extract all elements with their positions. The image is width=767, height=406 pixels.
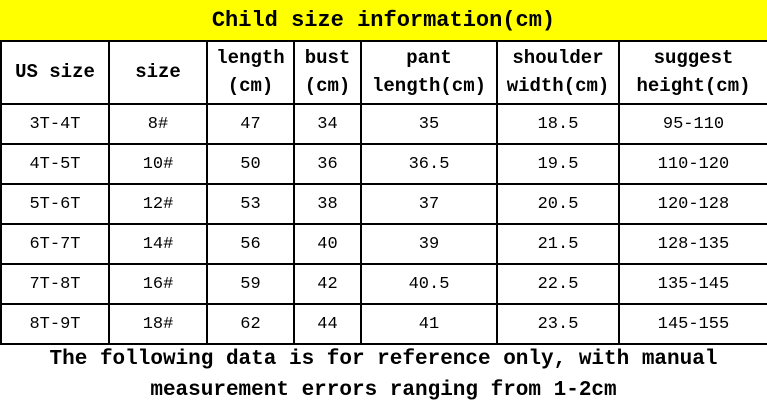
cell-bust: 42 (293, 263, 362, 305)
cell-bust: 34 (293, 103, 362, 145)
cell-us-size: 4T-5T (0, 143, 110, 185)
cell-length: 47 (206, 103, 295, 145)
table-row: 4T-5T 10# 50 36 36.5 19.5 110-120 (0, 143, 767, 185)
cell-suggest-height: 145-155 (618, 303, 767, 345)
column-header-suggest-height: suggest height(cm) (618, 40, 767, 105)
cell-shoulder-width: 23.5 (496, 303, 620, 345)
cell-us-size: 3T-4T (0, 103, 110, 145)
cell-length: 50 (206, 143, 295, 185)
cell-bust: 36 (293, 143, 362, 185)
column-header-us-size: US size (0, 40, 110, 105)
cell-suggest-height: 95-110 (618, 103, 767, 145)
cell-us-size: 5T-6T (0, 183, 110, 225)
size-table: US size size length (cm) bust (cm) pant … (0, 40, 767, 345)
cell-size: 14# (108, 223, 208, 265)
table-row: 6T-7T 14# 56 40 39 21.5 128-135 (0, 223, 767, 265)
table-row: 3T-4T 8# 47 34 35 18.5 95-110 (0, 103, 767, 145)
cell-pant-length: 37 (360, 183, 498, 225)
cell-shoulder-width: 21.5 (496, 223, 620, 265)
chart-title: Child size information(cm) (211, 7, 556, 33)
cell-size: 18# (108, 303, 208, 345)
cell-length: 59 (206, 263, 295, 305)
cell-bust: 40 (293, 223, 362, 265)
cell-shoulder-width: 20.5 (496, 183, 620, 225)
column-header-shoulder-width: shoulder width(cm) (496, 40, 620, 105)
column-header-pant-length: pant length(cm) (360, 40, 498, 105)
cell-us-size: 6T-7T (0, 223, 110, 265)
cell-pant-length: 35 (360, 103, 498, 145)
cell-length: 56 (206, 223, 295, 265)
cell-length: 62 (206, 303, 295, 345)
column-header-bust: bust (cm) (293, 40, 362, 105)
cell-shoulder-width: 18.5 (496, 103, 620, 145)
cell-us-size: 8T-9T (0, 303, 110, 345)
cell-size: 10# (108, 143, 208, 185)
header-row: US size size length (cm) bust (cm) pant … (0, 40, 767, 105)
cell-shoulder-width: 19.5 (496, 143, 620, 185)
cell-suggest-height: 110-120 (618, 143, 767, 185)
cell-bust: 38 (293, 183, 362, 225)
cell-size: 16# (108, 263, 208, 305)
cell-us-size: 7T-8T (0, 263, 110, 305)
table-row: 5T-6T 12# 53 38 37 20.5 120-128 (0, 183, 767, 225)
footer-note: The following data is for reference only… (0, 345, 767, 406)
cell-pant-length: 39 (360, 223, 498, 265)
cell-suggest-height: 135-145 (618, 263, 767, 305)
chart-title-bar: Child size information(cm) (0, 0, 767, 40)
cell-pant-length: 40.5 (360, 263, 498, 305)
column-header-length: length (cm) (206, 40, 295, 105)
cell-size: 8# (108, 103, 208, 145)
table-row: 7T-8T 16# 59 42 40.5 22.5 135-145 (0, 263, 767, 305)
cell-length: 53 (206, 183, 295, 225)
cell-suggest-height: 128-135 (618, 223, 767, 265)
cell-bust: 44 (293, 303, 362, 345)
column-header-size: size (108, 40, 208, 105)
cell-pant-length: 36.5 (360, 143, 498, 185)
cell-suggest-height: 120-128 (618, 183, 767, 225)
cell-size: 12# (108, 183, 208, 225)
cell-shoulder-width: 22.5 (496, 263, 620, 305)
table-row: 8T-9T 18# 62 44 41 23.5 145-155 (0, 303, 767, 345)
cell-pant-length: 41 (360, 303, 498, 345)
